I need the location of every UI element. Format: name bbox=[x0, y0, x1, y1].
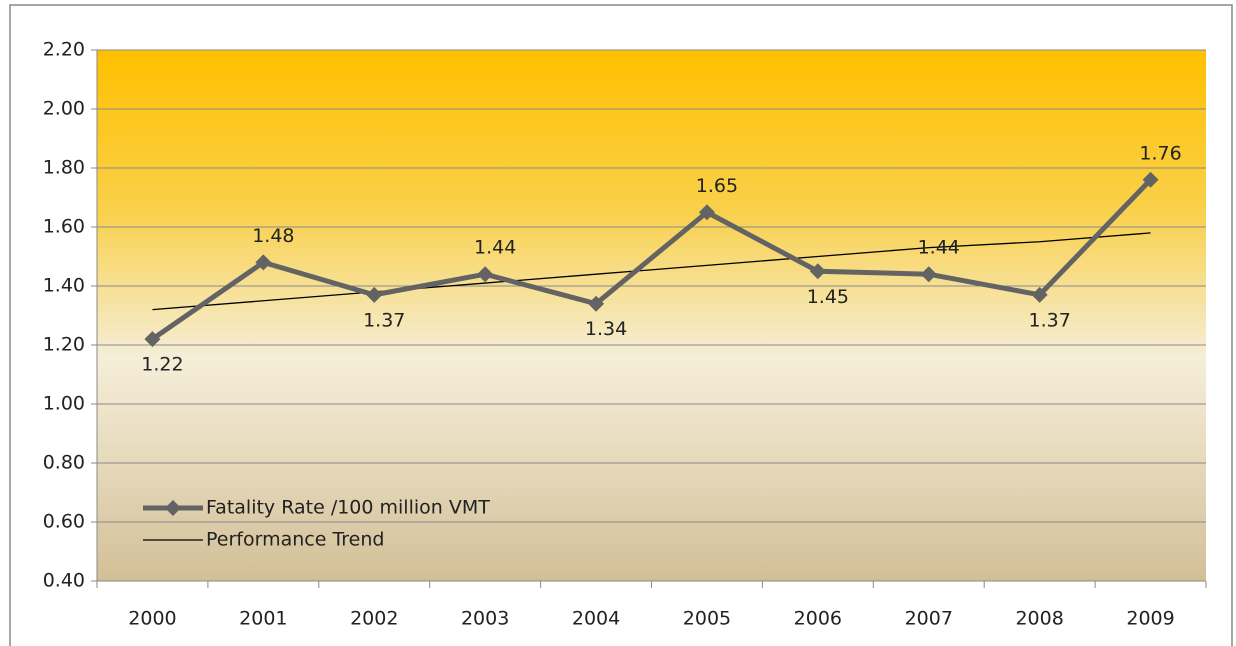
plot-area bbox=[97, 50, 1206, 581]
x-tick-label: 2007 bbox=[905, 608, 953, 630]
chart-border bbox=[9, 4, 1233, 646]
y-tick-label: 0.40 bbox=[43, 570, 85, 592]
x-tick-label: 2009 bbox=[1126, 608, 1174, 630]
legend-marker bbox=[165, 500, 181, 516]
data-label: 1.45 bbox=[807, 286, 849, 308]
x-tick-label: 2004 bbox=[572, 608, 620, 630]
marker bbox=[1031, 286, 1048, 303]
y-tick-label: 0.60 bbox=[43, 511, 85, 533]
marker bbox=[920, 266, 937, 283]
marker bbox=[477, 266, 494, 283]
data-label: 1.22 bbox=[141, 354, 183, 376]
marker bbox=[144, 331, 161, 348]
x-tick-label: 2008 bbox=[1015, 608, 1063, 630]
data-label: 1.65 bbox=[696, 175, 738, 197]
x-tick-label: 2000 bbox=[128, 608, 176, 630]
y-tick-label: 0.80 bbox=[43, 452, 85, 474]
x-tick-label: 2006 bbox=[794, 608, 842, 630]
y-tick-label: 1.20 bbox=[43, 334, 85, 356]
marker bbox=[698, 204, 715, 221]
x-tick-label: 2003 bbox=[461, 608, 509, 630]
data-label: 1.44 bbox=[918, 237, 960, 259]
y-tick-label: 1.80 bbox=[43, 157, 85, 179]
trend-line bbox=[152, 232, 1151, 311]
y-tick-label: 1.00 bbox=[43, 393, 85, 415]
data-label: 1.76 bbox=[1139, 142, 1181, 164]
x-tick-label: 2002 bbox=[350, 608, 398, 630]
marker bbox=[1142, 171, 1159, 188]
data-label: 1.37 bbox=[363, 309, 405, 331]
legend-label: Fatality Rate /100 million VMT bbox=[206, 497, 490, 519]
marker bbox=[588, 295, 605, 312]
legend-label: Performance Trend bbox=[206, 529, 384, 551]
x-tick-label: 2005 bbox=[683, 608, 731, 630]
data-label: 1.37 bbox=[1028, 309, 1070, 331]
marker bbox=[809, 263, 826, 280]
y-tick-label: 1.60 bbox=[43, 216, 85, 238]
y-tick-label: 2.00 bbox=[43, 98, 85, 120]
data-label: 1.48 bbox=[252, 225, 294, 247]
x-tick-label: 2001 bbox=[239, 608, 287, 630]
data-line bbox=[151, 178, 1153, 342]
y-tick-label: 1.40 bbox=[43, 275, 85, 297]
marker bbox=[366, 286, 383, 303]
y-tick-label: 2.20 bbox=[43, 39, 85, 61]
marker bbox=[255, 254, 272, 271]
data-label: 1.34 bbox=[585, 318, 627, 340]
data-label: 1.44 bbox=[474, 237, 516, 259]
